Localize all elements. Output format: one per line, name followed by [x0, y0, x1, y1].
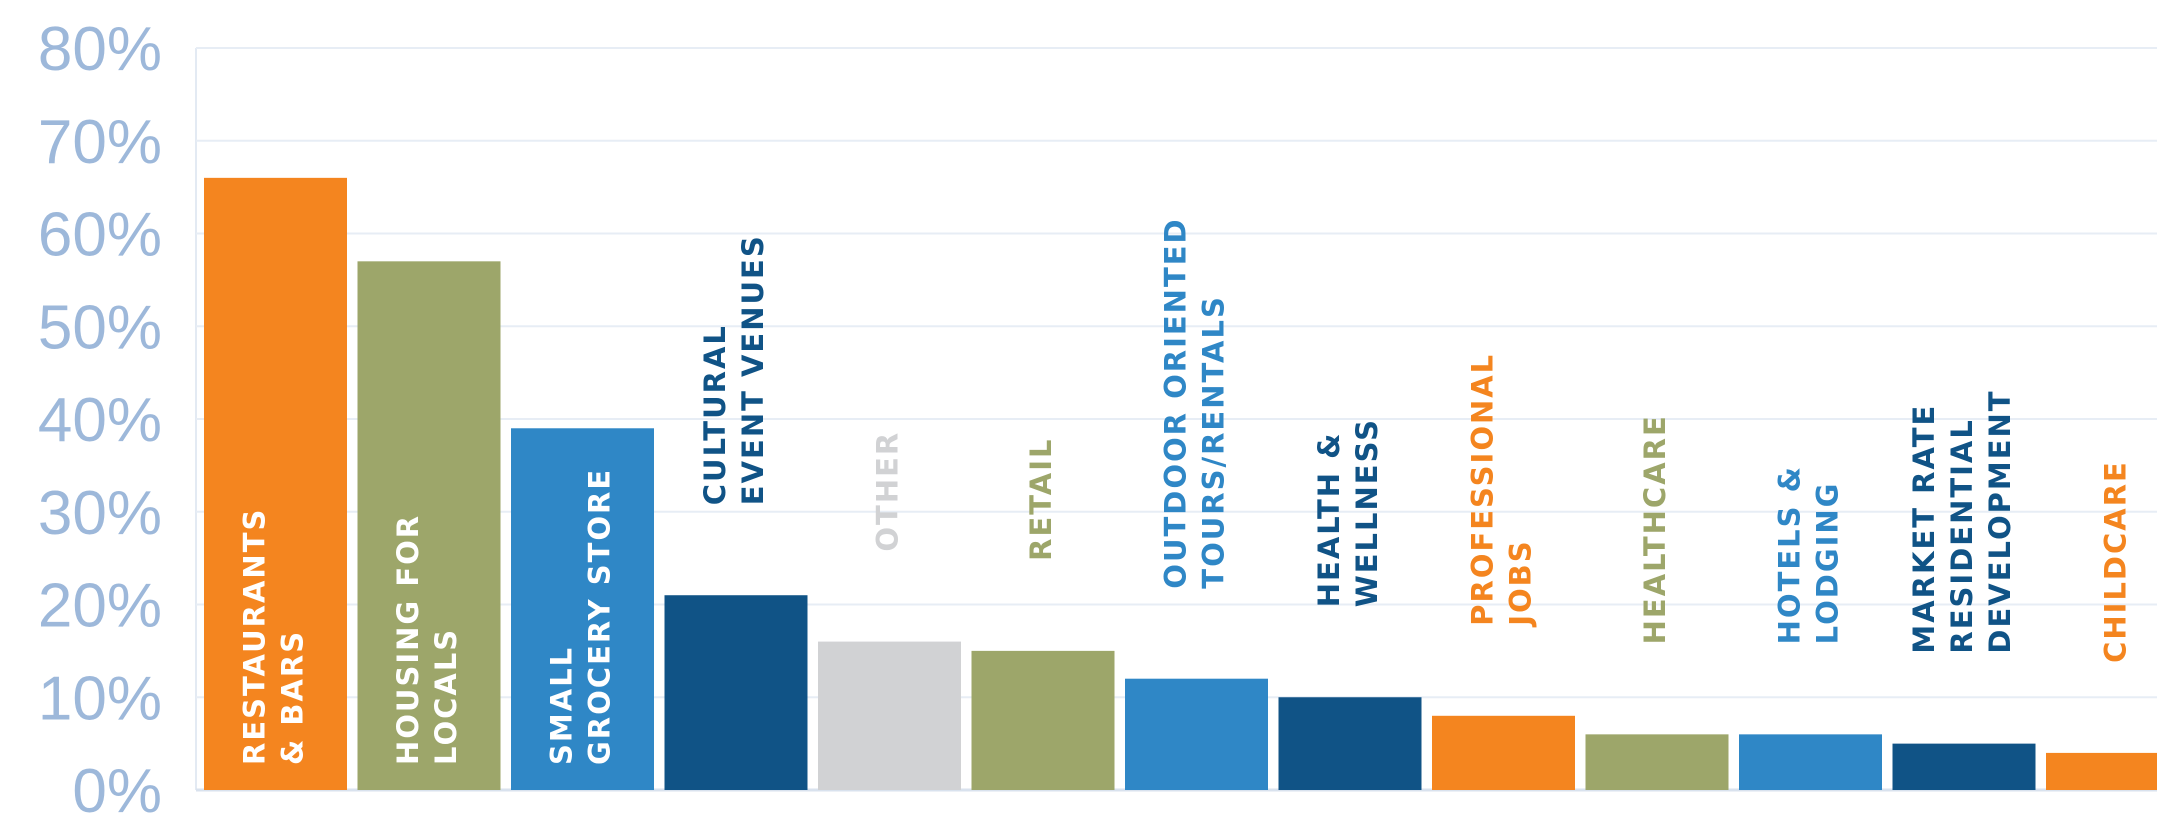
category-label-line: HEALTHCARE — [1638, 414, 1672, 644]
category-label-line: LODGING — [1811, 482, 1845, 645]
y-tick-label: 60% — [38, 201, 162, 270]
bar — [1739, 734, 1882, 790]
bar — [1585, 734, 1729, 790]
category-label-line: RETAIL — [1024, 437, 1058, 560]
category-label: RETAIL — [1024, 437, 1058, 560]
y-tick-label: 70% — [38, 108, 162, 177]
y-tick-label: 40% — [38, 386, 162, 455]
category-label-line: & BARS — [276, 630, 310, 765]
category-label: RESTAURANTS & BARS — [238, 508, 310, 765]
bar — [818, 641, 961, 790]
category-label: CULTURAL EVENT VENUES — [698, 234, 770, 505]
bar — [511, 428, 654, 790]
y-tick-label: 30% — [38, 479, 162, 548]
category-label: HEALTHCARE — [1638, 414, 1672, 644]
y-tick-label: 80% — [38, 15, 162, 84]
bars — [204, 177, 2157, 791]
bar — [1125, 678, 1268, 790]
y-tick-label: 10% — [38, 664, 162, 733]
category-label: HOUSING FOR LOCALS — [391, 514, 463, 765]
bar — [1892, 743, 2036, 790]
category-label-line: OUTDOOR ORIENTED — [1159, 217, 1193, 588]
category-label-line: MARKET RATE — [1907, 404, 1941, 654]
category-label-line: WELLNESS — [1350, 418, 1384, 607]
bar — [357, 261, 501, 790]
y-tick-label: 0% — [72, 757, 162, 813]
category-label-line: TOURS/RENTALS — [1197, 295, 1231, 589]
category-labels: RESTAURANTS & BARS HOUSING FOR LOCALS SMALL G… — [238, 217, 2133, 765]
category-label-line: HEALTH & — [1312, 432, 1346, 608]
y-tick-label: 20% — [38, 572, 162, 641]
category-label-line: DEVELOPMENT — [1983, 389, 2017, 653]
category-label-line: PROFESSIONAL — [1466, 353, 1500, 626]
y-axis-ticks: 0% 10% 20% 30% 40% 50% 60% 70% 80% — [38, 15, 162, 813]
category-label: SMALL GROCERY STORE — [545, 468, 617, 765]
bar — [664, 595, 808, 790]
bar — [971, 650, 1115, 790]
category-label: MARKET RATE RESIDENTIAL DEVELOPMENT — [1907, 389, 2017, 653]
bar — [1432, 715, 1575, 790]
category-label-line: CULTURAL — [698, 324, 732, 505]
y-tick-label: 50% — [38, 293, 162, 362]
category-label-line: RESIDENTIAL — [1945, 418, 1979, 653]
category-label-line: EVENT VENUES — [736, 234, 770, 505]
category-label-line: RESTAURANTS — [238, 508, 272, 765]
category-label-line: LOCALS — [429, 628, 463, 765]
category-label: OTHER — [871, 431, 905, 552]
category-label: CHILDCARE — [2099, 460, 2133, 663]
bar — [2046, 752, 2157, 790]
category-label-line: JOBS — [1504, 539, 1538, 627]
category-label-line: HOTELS & — [1773, 465, 1807, 644]
category-label: HEALTH & WELLNESS — [1312, 418, 1384, 607]
category-label-line: CHILDCARE — [2099, 460, 2133, 663]
bar — [1278, 697, 1422, 790]
category-label-line: HOUSING FOR — [391, 514, 425, 765]
category-label-line: OTHER — [871, 431, 905, 552]
category-label: OUTDOOR ORIENTED TOURS/RENTALS — [1159, 217, 1231, 588]
category-label-line: GROCERY STORE — [583, 468, 617, 765]
category-label: HOTELS & LODGING — [1773, 465, 1845, 644]
category-label-line: SMALL — [545, 646, 579, 765]
bar — [204, 177, 347, 791]
category-label: PROFESSIONAL JOBS — [1466, 353, 1538, 628]
